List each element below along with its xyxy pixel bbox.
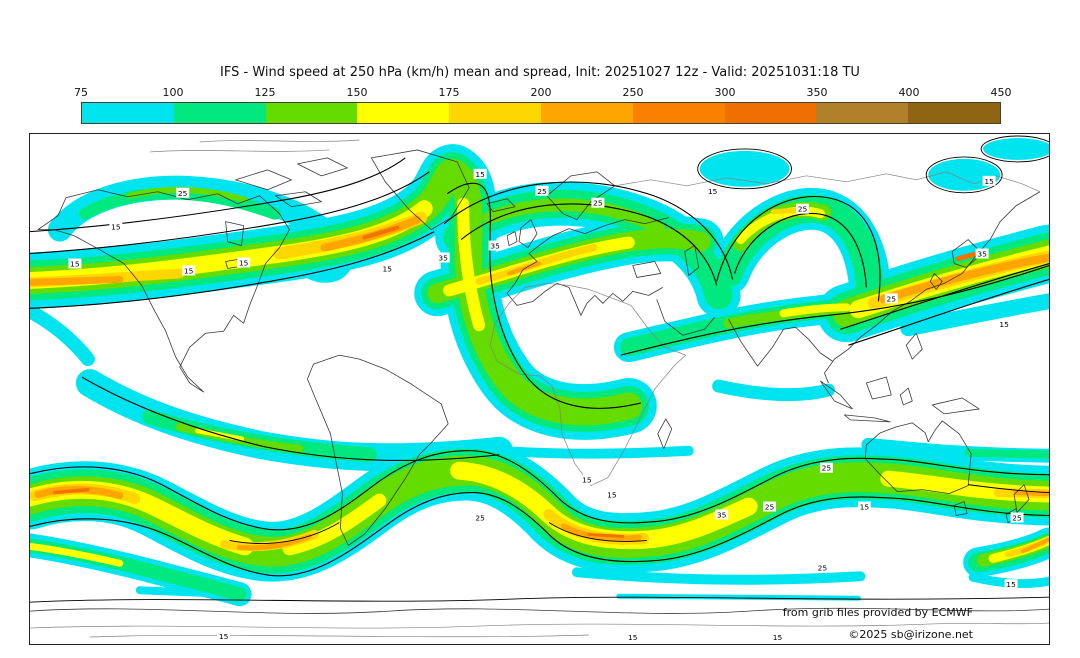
contour-label-box (982, 175, 996, 186)
contour-label: 15 (70, 259, 80, 268)
contour-label: 15 (582, 476, 592, 485)
contour-label: 15 (219, 632, 229, 641)
arctic-cyan-blob (983, 137, 1049, 160)
colorbar-tick: 400 (898, 86, 920, 99)
contour-label: 15 (984, 177, 994, 186)
contour-label-box (68, 258, 82, 269)
colorbar-segment-125-150 (265, 103, 358, 123)
contour-label: 15 (860, 503, 870, 512)
contour-label-box (605, 489, 619, 500)
world-map: 15 15 15 15 15 15 15 15 15 15 15 15 15 15 15 15 25 25 25 25… (29, 133, 1050, 645)
contour-label-box (715, 509, 729, 520)
colorbar-segment-400-450 (908, 103, 1000, 123)
contour-label: 35 (438, 254, 448, 263)
contour-label-box (176, 187, 190, 198)
contour-label: 15 (999, 320, 1009, 329)
contour-label-box (626, 632, 640, 643)
coastline-layer (30, 139, 1049, 638)
colorbar-segment-200-250 (540, 103, 633, 123)
contour-label: 15 (383, 264, 393, 273)
colorbar-segment-100-125 (173, 103, 266, 123)
contour-label-box (380, 263, 394, 274)
contour-label-box (795, 203, 809, 214)
colorbar-tick: 175 (438, 86, 460, 99)
contour-label: 15 (628, 633, 638, 642)
contour-label-box (1010, 512, 1024, 523)
contour-label-box (436, 252, 450, 263)
contour-label-box (771, 632, 785, 643)
contour-label: 25 (818, 563, 828, 572)
contour-label: 15 (773, 633, 783, 642)
contour-label-box (975, 248, 989, 259)
contour-label: 25 (887, 294, 897, 303)
contour-label-box (815, 562, 829, 573)
arctic-cyan-blob (699, 150, 790, 187)
contour-label-box (182, 265, 196, 276)
contour-label-box (706, 185, 720, 196)
colorbar-segment-150-175 (357, 103, 450, 123)
contour-label-box (473, 168, 487, 179)
contour-label: 15 (111, 223, 121, 232)
colorbar-segment-350-400 (816, 103, 909, 123)
contour-label: 15 (239, 258, 249, 267)
colorbar-tick: 125 (254, 86, 276, 99)
contour-label: 25 (475, 513, 485, 522)
colorbar-tick: 350 (806, 86, 828, 99)
contour-label: 25 (1012, 513, 1022, 522)
contour-label-box (819, 462, 833, 473)
contour-label-box (237, 257, 251, 268)
colorbar-segment-75-100 (82, 103, 174, 123)
contour-label-box (473, 512, 487, 523)
colorbar-tick: 200 (530, 86, 552, 99)
contour-label-box (763, 501, 777, 512)
colorbar-tick: 100 (162, 86, 184, 99)
colorbar-tick: 150 (346, 86, 368, 99)
colorbar-legend: 75 100 125 150 175 200 250 300 350 400 450 (74, 86, 1012, 124)
contour-label-box (580, 474, 594, 485)
contour-label: 35 (490, 242, 500, 251)
map-canvas: 15 15 15 15 15 15 15 15 15 15 15 15 15 15 15 15 25 25 25 25… (30, 135, 1049, 643)
wind-speed-fill-layer (30, 137, 1049, 607)
contour-label: 25 (822, 464, 832, 473)
contour-label: 15 (475, 170, 485, 179)
contour-label-box (217, 631, 231, 642)
colorbar-segment-250-300 (632, 103, 725, 123)
contour-label-box (857, 501, 871, 512)
contour-label: 35 (977, 250, 987, 259)
contour-label: 15 (708, 187, 718, 196)
contour-label-box (591, 197, 605, 208)
contour-label-box (109, 221, 123, 232)
copyright-credit: ©2025 sb@irizone.net (848, 628, 973, 641)
contour-label-layer: 15 15 15 15 15 15 15 15 15 15 15 15 15 15 15 15 25 25 25 25… (68, 168, 1024, 643)
contour-label: 35 (717, 511, 727, 520)
colorbar-tick-labels: 75 100 125 150 175 200 250 300 350 400 450 (74, 86, 1012, 101)
source-credit: from grib files provided by ECMWF (782, 606, 973, 619)
contour-label: 25 (537, 187, 547, 196)
contour-label: 25 (178, 189, 188, 198)
arctic-cyan-blob (928, 158, 1001, 191)
contour-label: 25 (593, 199, 603, 208)
colorbar-tick: 250 (622, 86, 644, 99)
contour-label: 15 (1006, 580, 1016, 589)
contour-label: 25 (798, 205, 808, 214)
colorbar-segment-300-350 (724, 103, 817, 123)
colorbar-tick: 300 (714, 86, 736, 99)
contour-label-box (535, 185, 549, 196)
colorbar-tick: 450 (990, 86, 1012, 99)
contour-label-box (488, 240, 502, 251)
colorbar-tick: 75 (74, 86, 88, 99)
colorbar-scale (81, 102, 1001, 124)
colorbar-segment-175-200 (449, 103, 541, 123)
chart-title: IFS - Wind speed at 250 hPa (km/h) mean … (220, 65, 860, 80)
contour-label: 15 (184, 266, 194, 275)
contour-label-box (997, 319, 1011, 330)
contour-label: 15 (607, 491, 617, 500)
contour-label-box (884, 293, 898, 304)
spread-contour-layer (30, 135, 1049, 603)
contour-label: 25 (765, 503, 775, 512)
contour-label-box (1004, 579, 1018, 590)
